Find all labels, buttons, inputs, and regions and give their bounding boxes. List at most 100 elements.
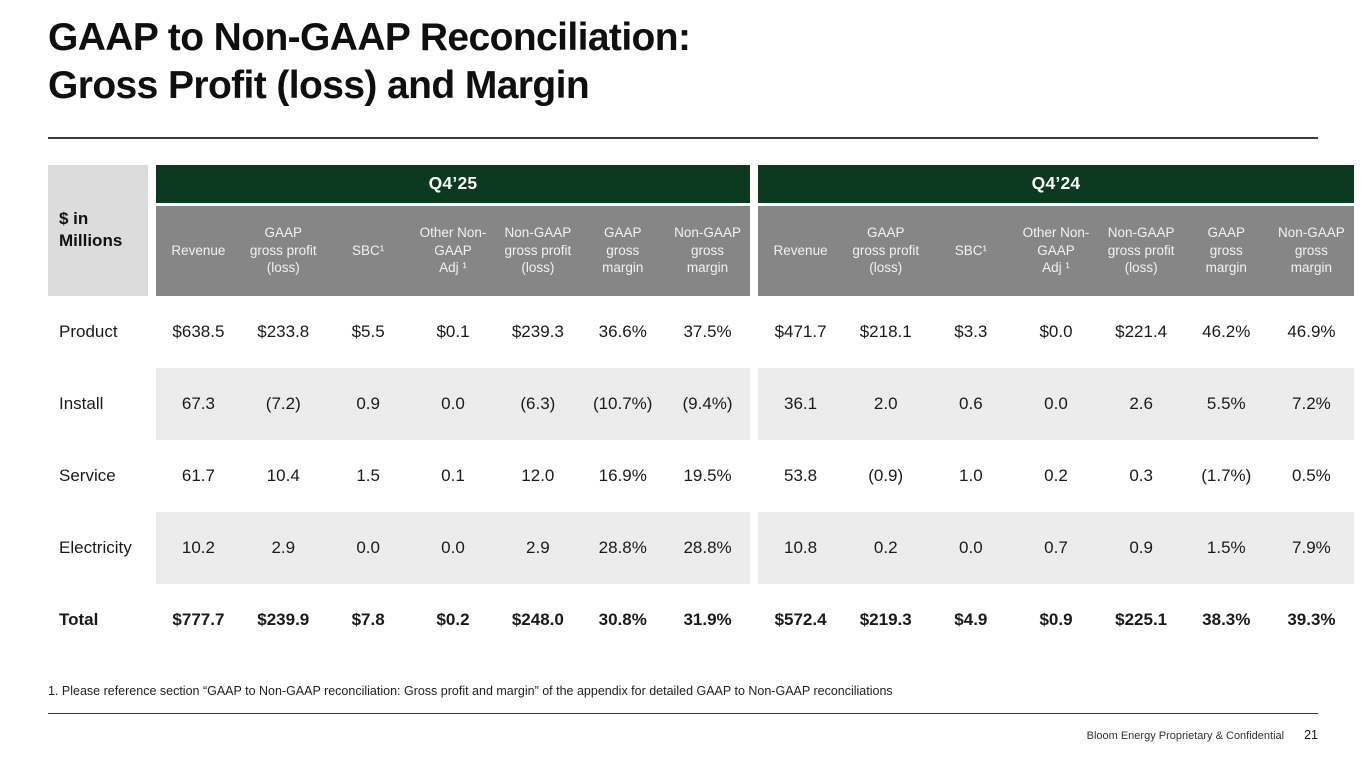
table-cell: $248.0 — [511, 609, 564, 629]
table-cell: $233.8 — [257, 321, 310, 341]
table-cell: (0.9) — [868, 465, 904, 485]
table-cell: 2.0 — [873, 393, 898, 413]
table-cell: 2.9 — [271, 537, 296, 557]
column-header: Non-GAAP gross margin — [674, 225, 741, 276]
table-cell: 7.2% — [1292, 393, 1331, 413]
column-header: Other Non- GAAP Adj ¹ — [1022, 225, 1090, 276]
table-cell: 28.8% — [598, 537, 647, 557]
table-cell: 46.2% — [1202, 321, 1251, 341]
row-value-block: 10.2 2.9 0.0 0.0 2.9 28.8% 28.8% — [156, 511, 750, 584]
column-header: Other Non- GAAP Adj ¹ — [419, 225, 487, 276]
row-label: Electricity — [59, 537, 132, 557]
table-cell: $638.5 — [172, 321, 225, 341]
reconciliation-table: $ in Millions Q4’25 Revenue GAAP gross pro… — [48, 164, 1354, 656]
table-cell: $225.1 — [1115, 609, 1168, 629]
column-header: Non-GAAP gross profit (loss) — [504, 225, 572, 276]
column-header: Revenue — [773, 242, 828, 258]
table-body: Product $638.5 $233.8 $5.5 $0.1 $239.3 36.6% 37… — [48, 296, 1354, 656]
table-cell: 10.4 — [266, 465, 300, 485]
slide-footer: Bloom Energy Proprietary & Confidential 2… — [48, 728, 1318, 742]
table-cell: $3.3 — [954, 321, 988, 341]
table-cell: 38.3% — [1202, 609, 1251, 629]
table-cell: $0.1 — [436, 321, 470, 341]
table-cell: 0.3 — [1129, 465, 1153, 485]
table-row: Install 67.3 (7.2) 0.9 0.0 (6.3) (10.7%) (9.4%)… — [48, 367, 1354, 440]
table-cell: (9.4%) — [682, 393, 733, 413]
table-cell: 19.5% — [683, 465, 732, 485]
table-cell: 1.5% — [1206, 537, 1246, 557]
table-cell: 39.3% — [1287, 609, 1336, 629]
column-header: Revenue — [171, 242, 226, 258]
table-cell: 0.2 — [873, 537, 898, 557]
table-cell: 28.8% — [683, 537, 732, 557]
page-title: GAAP to Non-GAAP Reconciliation: Gross P… — [48, 14, 1317, 110]
row-value-block: 67.3 (7.2) 0.9 0.0 (6.3) (10.7%) (9.4%) — [156, 367, 750, 440]
table-cell: 0.0 — [356, 537, 380, 557]
table-cell: $0.9 — [1039, 609, 1073, 629]
table-cell: 36.6% — [598, 321, 647, 341]
table-cell: 5.5% — [1206, 393, 1246, 413]
period-block: Q4’25 Revenue GAAP gross profit (loss) SBC¹… — [156, 164, 750, 296]
table-cell: 0.0 — [441, 393, 465, 413]
title-line-2: Gross Profit (loss) and Margin — [48, 64, 590, 107]
table-cell: 37.5% — [683, 321, 732, 341]
table-header: $ in Millions Q4’25 Revenue GAAP gross pro… — [48, 164, 1354, 296]
table-cell: 0.0 — [1044, 393, 1068, 413]
row-value-block: 10.8 0.2 0.0 0.7 0.9 1.5% 7.9% — [758, 511, 1354, 584]
table-cell: 1.0 — [959, 465, 983, 485]
period-block: Q4’24 Revenue GAAP gross profit (loss) SBC¹… — [758, 164, 1354, 296]
table-cell: $777.7 — [172, 609, 225, 629]
row-label: Service — [59, 465, 116, 485]
table-cell: $5.5 — [351, 321, 385, 341]
table-cell: 7.9% — [1292, 537, 1331, 557]
page-number: 21 — [1304, 728, 1318, 742]
column-header: SBC¹ — [352, 242, 385, 258]
period-label: Q4’25 — [156, 164, 750, 203]
table-cell: 61.7 — [181, 465, 215, 485]
table-cell: 16.9% — [598, 465, 647, 485]
column-header: GAAP gross profit (loss) — [852, 225, 920, 276]
table-row: Service 61.7 10.4 1.5 0.1 12.0 16.9% 19.5% 53.8 (… — [48, 440, 1354, 512]
table-cell: 0.9 — [1129, 537, 1153, 557]
row-value-block: $777.7 $239.9 $7.8 $0.2 $248.0 30.8% 31.9% — [156, 584, 750, 656]
table-cell: 0.7 — [1044, 537, 1068, 557]
table-cell: 2.9 — [526, 537, 550, 557]
row-value-block: 61.7 10.4 1.5 0.1 12.0 16.9% 19.5% — [156, 440, 750, 512]
row-value-block: $572.4 $219.3 $4.9 $0.9 $225.1 38.3% 39.3% — [758, 584, 1354, 656]
table-cell: 0.5% — [1292, 465, 1331, 485]
title-line-1: GAAP to Non-GAAP Reconciliation: — [48, 16, 691, 59]
table-row: Electricity 10.2 2.9 0.0 0.0 2.9 28.8% 28.8% 10.… — [48, 511, 1354, 584]
confidential-label: Bloom Energy Proprietary & Confidential — [1086, 730, 1285, 742]
row-value-block: 36.1 2.0 0.6 0.0 2.6 5.5% 7.2% — [758, 367, 1354, 440]
column-header: SBC¹ — [954, 242, 987, 258]
column-header: Non-GAAP gross margin — [1278, 225, 1345, 276]
table-cell: 2.6 — [1129, 393, 1153, 413]
table-cell: 10.8 — [784, 537, 818, 557]
table-cell: 1.5 — [356, 465, 380, 485]
row-label: Install — [59, 393, 104, 413]
table-cell: $4.9 — [954, 609, 988, 629]
slide: GAAP to Non-GAAP Reconciliation: Gross P… — [0, 14, 1365, 742]
table-row: Product $638.5 $233.8 $5.5 $0.1 $239.3 36.6% 37… — [48, 296, 1354, 368]
table-cell: (1.7%) — [1201, 465, 1252, 485]
units-label: $ in Millions — [48, 164, 148, 296]
table-cell: 46.9% — [1287, 321, 1336, 341]
table-cell: $221.4 — [1115, 321, 1168, 341]
table-cell: (7.2) — [265, 393, 301, 413]
table-cell: $218.1 — [859, 321, 912, 341]
bottom-divider — [48, 712, 1318, 714]
column-header-group: Revenue GAAP gross profit (loss) SBC¹ Other… — [758, 205, 1354, 296]
table-cell: 0.0 — [959, 537, 983, 557]
table-cell: $0.2 — [436, 609, 470, 629]
row-value-block: $638.5 $233.8 $5.5 $0.1 $239.3 36.6% 37.5% — [156, 296, 750, 368]
table-cell: 36.1 — [784, 393, 818, 413]
column-header: GAAP gross margin — [602, 225, 644, 276]
row-value-block: 53.8 (0.9) 1.0 0.2 0.3 (1.7%) 0.5% — [758, 440, 1354, 512]
table-cell: $572.4 — [774, 609, 827, 629]
footnote: 1. Please reference section “GAAP to Non… — [48, 683, 893, 698]
table-cell: 0.0 — [441, 537, 465, 557]
row-value-block: $471.7 $218.1 $3.3 $0.0 $221.4 46.2% 46.9% — [758, 296, 1354, 368]
table-cell: $7.8 — [351, 609, 385, 629]
table-cell: 12.0 — [521, 465, 555, 485]
table-cell: 53.8 — [784, 465, 818, 485]
